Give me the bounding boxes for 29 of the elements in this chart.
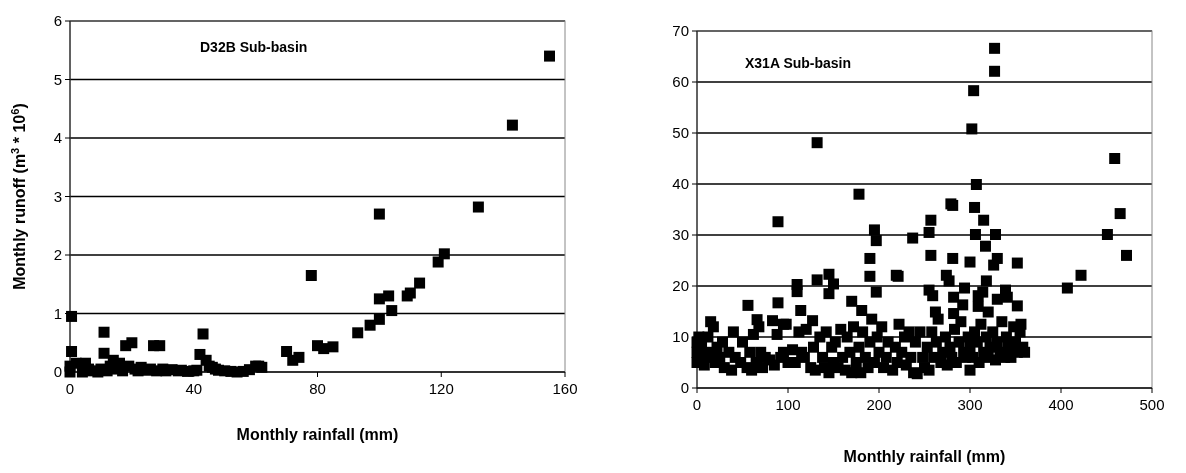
y-tick-label: 0: [53, 363, 62, 381]
x-tick-label: 200: [866, 396, 892, 413]
y-tick-label: 50: [672, 124, 689, 142]
x-axis-title: Monthly rainfall (mm): [236, 426, 399, 443]
text: X31A Sub-basin: [745, 55, 852, 71]
y-tick-label: 4: [53, 129, 62, 147]
x-tick-label: 400: [1048, 396, 1074, 413]
y-tick-label: 1: [53, 304, 62, 322]
x-tick-label: 0: [65, 380, 75, 397]
y-tick-label: 10: [672, 328, 689, 346]
text: D32B Sub-basin: [200, 39, 308, 55]
x-tick-label: 40: [185, 380, 203, 397]
x-tick-label: 500: [1139, 396, 1165, 413]
x-tick-label: 160: [552, 380, 578, 397]
y-tick-label: 5: [53, 70, 62, 88]
x-tick-label: 80: [309, 380, 326, 397]
x-axis-title: Monthly rainfall (mm): [843, 448, 1006, 465]
x-tick-label: 300: [957, 396, 983, 413]
y-tick-label: 60: [672, 73, 689, 91]
x-tick-label: 120: [428, 380, 454, 397]
y-tick-label: 70: [672, 22, 689, 40]
y-tick-label: 2: [53, 246, 62, 264]
x-tick-label: 100: [775, 396, 801, 413]
y-tick-label: 6: [53, 12, 62, 30]
y-tick-label: 30: [672, 226, 689, 244]
y-tick-label: 40: [672, 175, 689, 193]
y-tick-label: 3: [53, 187, 62, 205]
y-tick-label: 20: [672, 277, 689, 295]
x-tick-label: 0: [692, 396, 702, 413]
